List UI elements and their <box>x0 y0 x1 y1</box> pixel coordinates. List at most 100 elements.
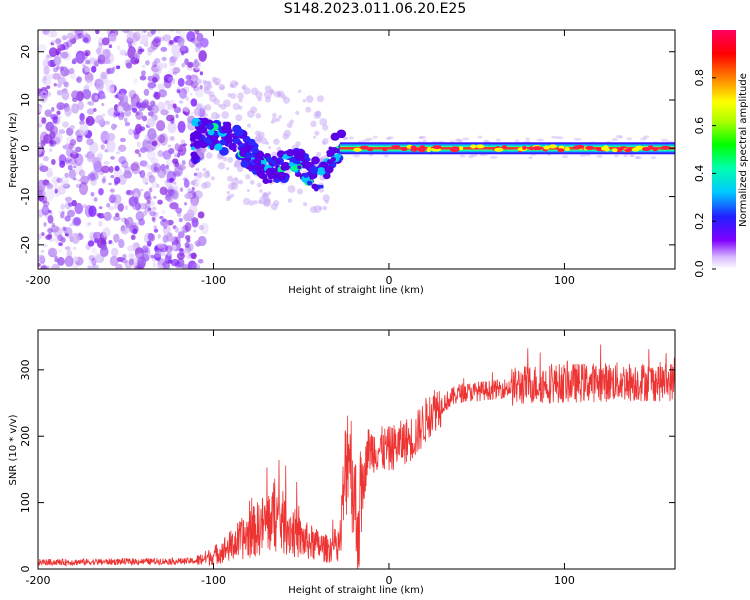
spectrogram-point <box>157 30 161 34</box>
spectrogram-trace <box>189 117 675 192</box>
spectrogram-point <box>178 100 184 104</box>
spectrogram-point <box>52 73 61 80</box>
spectrogram-point <box>384 154 389 158</box>
trace-blob <box>265 167 276 177</box>
spectrogram-point <box>185 74 192 81</box>
spectrogram-point <box>150 254 154 259</box>
spectrogram-point <box>177 77 185 87</box>
spectrogram-point <box>47 215 54 224</box>
colorbar <box>712 30 736 269</box>
spectrogram-point <box>176 86 181 91</box>
spectrogram-point <box>53 183 58 190</box>
spectrogram-point <box>94 95 98 100</box>
spectrogram-point <box>157 199 163 205</box>
spectrogram-point <box>42 30 50 35</box>
trace-blob <box>330 156 337 162</box>
spectrogram-point <box>100 243 108 251</box>
spectrogram-point <box>181 160 186 166</box>
spectrogram-point <box>198 224 205 231</box>
spectrogram-point <box>113 176 121 185</box>
y-tick-label: 10 <box>19 93 32 107</box>
spectrogram-point <box>60 203 66 211</box>
spectrogram-point <box>133 52 138 59</box>
spectrogram-point <box>184 222 192 232</box>
spectrogram-point <box>178 88 187 100</box>
spectrogram-point <box>313 135 317 139</box>
trace-blob <box>297 165 302 170</box>
trace-blob <box>391 144 401 149</box>
spectrogram-point <box>127 43 133 48</box>
spectrogram-point <box>233 163 238 168</box>
spectrogram-point <box>56 64 60 71</box>
x-tick-label: 100 <box>554 274 575 287</box>
spectrogram-point <box>200 222 209 235</box>
spectrogram-point <box>87 222 92 226</box>
spectrogram-point <box>190 98 198 107</box>
trace-blob <box>234 127 244 137</box>
spectrogram-point <box>243 87 251 95</box>
spectrogram-point <box>418 135 427 139</box>
spectrogram-point <box>157 134 166 144</box>
spectrogram-point <box>186 256 192 260</box>
spectrogram-point <box>235 114 243 122</box>
x-tick-label: -100 <box>201 574 226 587</box>
spectrogram-point <box>141 64 146 68</box>
spectrogram-point <box>55 38 62 45</box>
spectrogram-point <box>241 86 245 90</box>
x-tick-label: 100 <box>554 574 575 587</box>
spectrogram-point <box>53 227 63 237</box>
spectrogram-point <box>104 120 110 125</box>
spectrogram-point <box>237 92 245 100</box>
spectrogram-point <box>232 102 240 111</box>
trace-blob <box>359 145 370 150</box>
spectrogram-point <box>184 242 190 249</box>
spectrogram-point <box>149 211 156 217</box>
spectrogram-point <box>197 235 207 247</box>
spectrogram-point <box>134 196 139 204</box>
spectrogram-point <box>259 189 263 193</box>
spectrogram-point <box>615 134 623 138</box>
spectrogram-point <box>135 54 141 60</box>
spectrogram-point <box>62 121 69 128</box>
spectrogram-point <box>38 44 47 52</box>
spectrogram-point <box>38 143 43 156</box>
spectrogram-point <box>58 242 63 247</box>
spectrogram-point <box>255 112 262 119</box>
spectrogram-point <box>197 258 204 264</box>
trace-band-core <box>339 147 675 150</box>
spectrogram-point <box>48 47 58 57</box>
spectrogram-point <box>54 188 58 194</box>
spectrogram-point <box>150 163 159 173</box>
spectrogram-point <box>147 79 155 91</box>
spectrogram-point <box>100 71 108 80</box>
spectrogram-point <box>186 31 196 42</box>
spectrogram-point <box>74 153 84 166</box>
spectrogram-point <box>80 175 90 185</box>
spectrogram-point <box>51 106 55 112</box>
x-tick-label: 0 <box>385 274 392 287</box>
spectrogram-point <box>113 202 119 210</box>
spectrogram-point <box>150 157 159 164</box>
spectrogram-point <box>61 210 65 215</box>
spectrogram-point <box>106 132 116 141</box>
spectrogram-point <box>459 154 466 158</box>
spectrogram-point <box>183 202 188 206</box>
spectrogram-point <box>134 166 139 171</box>
spectrogram-point <box>110 123 117 131</box>
spectrogram-point <box>41 117 47 124</box>
spectrogram-point <box>69 138 77 146</box>
spectrogram-point <box>261 193 270 201</box>
colorbar-tick-label: 0.0 <box>693 260 706 278</box>
spectrogram-point <box>46 182 51 186</box>
spectrogram-point <box>171 44 181 57</box>
spectrogram-point <box>115 263 123 269</box>
spectrogram-point <box>193 107 201 117</box>
spectrogram-point <box>59 176 69 186</box>
trace-blob <box>557 148 565 153</box>
spectrogram-point <box>298 89 302 93</box>
spectrogram-point <box>47 227 54 234</box>
spectrogram-point <box>352 154 361 158</box>
spectrogram-point <box>50 114 59 120</box>
spectrogram-point <box>203 181 211 189</box>
